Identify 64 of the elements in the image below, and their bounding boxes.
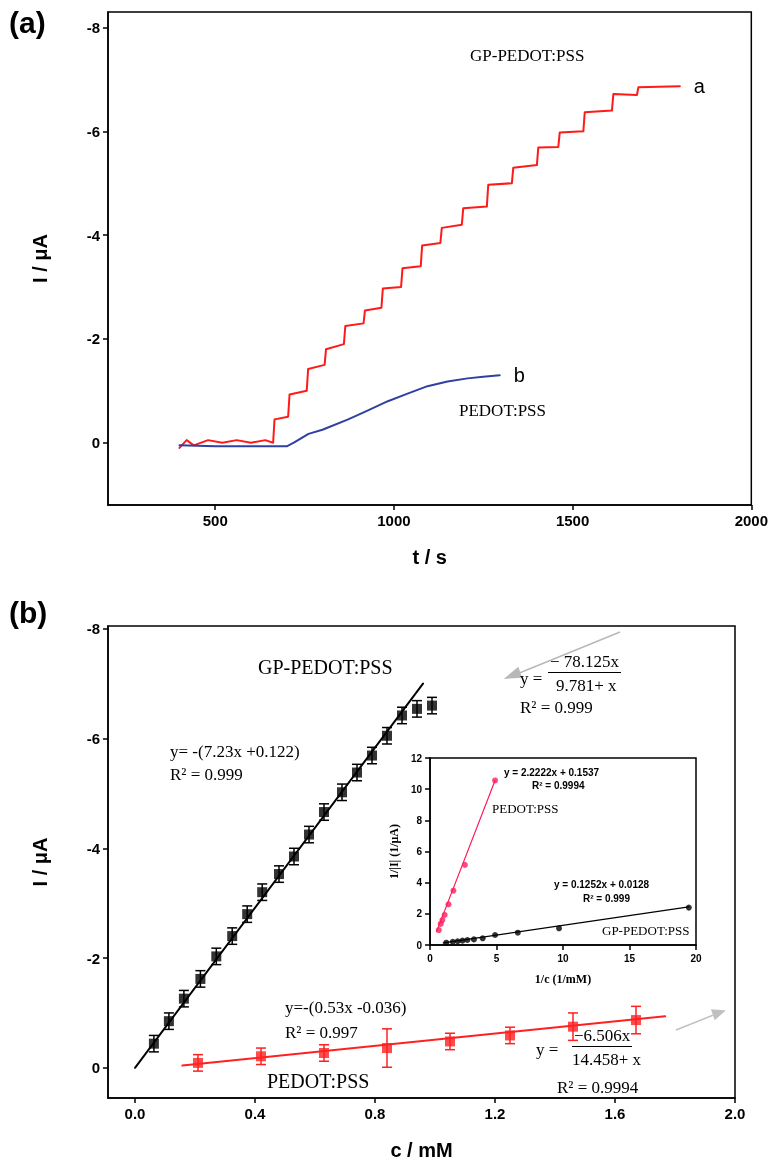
y-tick-label: -2 xyxy=(86,330,100,348)
annotation: −6.506x xyxy=(572,1026,633,1047)
y-tick-label: -8 xyxy=(86,19,100,37)
annotation: PEDOT:PSS xyxy=(459,401,547,421)
y-tick-label: 0 xyxy=(91,434,100,452)
annotation: PEDOT:PSS xyxy=(492,801,559,817)
annotation: 9.781+ x xyxy=(556,676,617,696)
x-tick-label: 1.2 xyxy=(484,1105,506,1122)
annotation: GP-PEDOT:PSS xyxy=(602,923,690,939)
x-axis-title: c / mM xyxy=(390,1139,453,1161)
series-label: a xyxy=(693,75,706,98)
y-axis-title: 1/|I| (1/μA) xyxy=(387,823,401,880)
x-tick-label: 0 xyxy=(427,952,434,964)
x-axis-title: t / s xyxy=(412,546,447,568)
y-tick-label: -6 xyxy=(86,122,100,140)
y-tick-label: 4 xyxy=(416,877,423,889)
x-tick-label: 15 xyxy=(623,952,636,964)
y-tick-label: 8 xyxy=(416,814,423,826)
x-tick-label: 0.4 xyxy=(244,1105,267,1122)
annotation: R² = 0.997 xyxy=(285,1023,358,1043)
annotation: PEDOT:PSS xyxy=(267,1070,370,1092)
annotation: R² = 0.999 xyxy=(170,765,243,785)
y-tick-label: 10 xyxy=(410,783,423,795)
series-label: b xyxy=(513,364,525,387)
annotation: GP-PEDOT:PSS xyxy=(470,46,585,66)
y-tick-label: -4 xyxy=(86,839,101,857)
y-tick-label: 0 xyxy=(91,1059,100,1077)
annotation: R² = 0.999 xyxy=(583,893,630,904)
x-tick-label: 0.8 xyxy=(364,1105,386,1122)
x-tick-label: 10 xyxy=(557,952,570,964)
x-tick-label: 20 xyxy=(690,952,702,964)
y-tick-label: -8 xyxy=(86,620,100,638)
y-tick-label: 2 xyxy=(416,908,423,920)
annotation: y = xyxy=(536,1040,559,1060)
x-tick-label: 500 xyxy=(202,512,228,529)
x-tick-label: 2000 xyxy=(734,512,768,529)
annotation: − 78.125x xyxy=(548,652,622,673)
annotation: y = 0.1252x + 0.0128 xyxy=(554,879,650,890)
x-tick-label: 1.6 xyxy=(604,1105,626,1122)
chart-title: (a) xyxy=(9,5,46,39)
y-tick-label: 12 xyxy=(410,752,423,764)
x-axis-title: 1/c (1/mM) xyxy=(534,972,592,986)
annotation: GP-PEDOT:PSS xyxy=(258,656,393,678)
y-axis-title: I / μA xyxy=(29,837,51,887)
annotation: R² = 0.999 xyxy=(520,698,593,718)
x-tick-label: 2.0 xyxy=(724,1105,746,1122)
annotation: y= -(7.23x +0.122) xyxy=(170,742,300,762)
annotation: 14.458+ x xyxy=(572,1050,642,1070)
y-tick-label: -6 xyxy=(86,730,100,748)
x-tick-label: 0.0 xyxy=(124,1105,146,1122)
annotation: y=-(0.53x -0.036) xyxy=(285,998,407,1018)
x-tick-label: 5 xyxy=(493,952,500,964)
chart-title: (b) xyxy=(9,595,48,629)
x-tick-label: 1500 xyxy=(555,512,590,529)
x-tick-label: 1000 xyxy=(377,512,411,529)
y-tick-label: 0 xyxy=(416,939,423,951)
annotation: R² = 0.9994 xyxy=(557,1078,639,1098)
y-tick-label: 6 xyxy=(416,846,423,857)
y-axis-title: I / μA xyxy=(29,234,51,283)
y-tick-label: -4 xyxy=(86,226,101,244)
annotation: y = xyxy=(520,669,543,689)
annotation: y = 2.2222x + 0.1537 xyxy=(504,767,600,778)
y-tick-label: -2 xyxy=(86,949,100,967)
annotation: R² = 0.9994 xyxy=(532,780,585,791)
